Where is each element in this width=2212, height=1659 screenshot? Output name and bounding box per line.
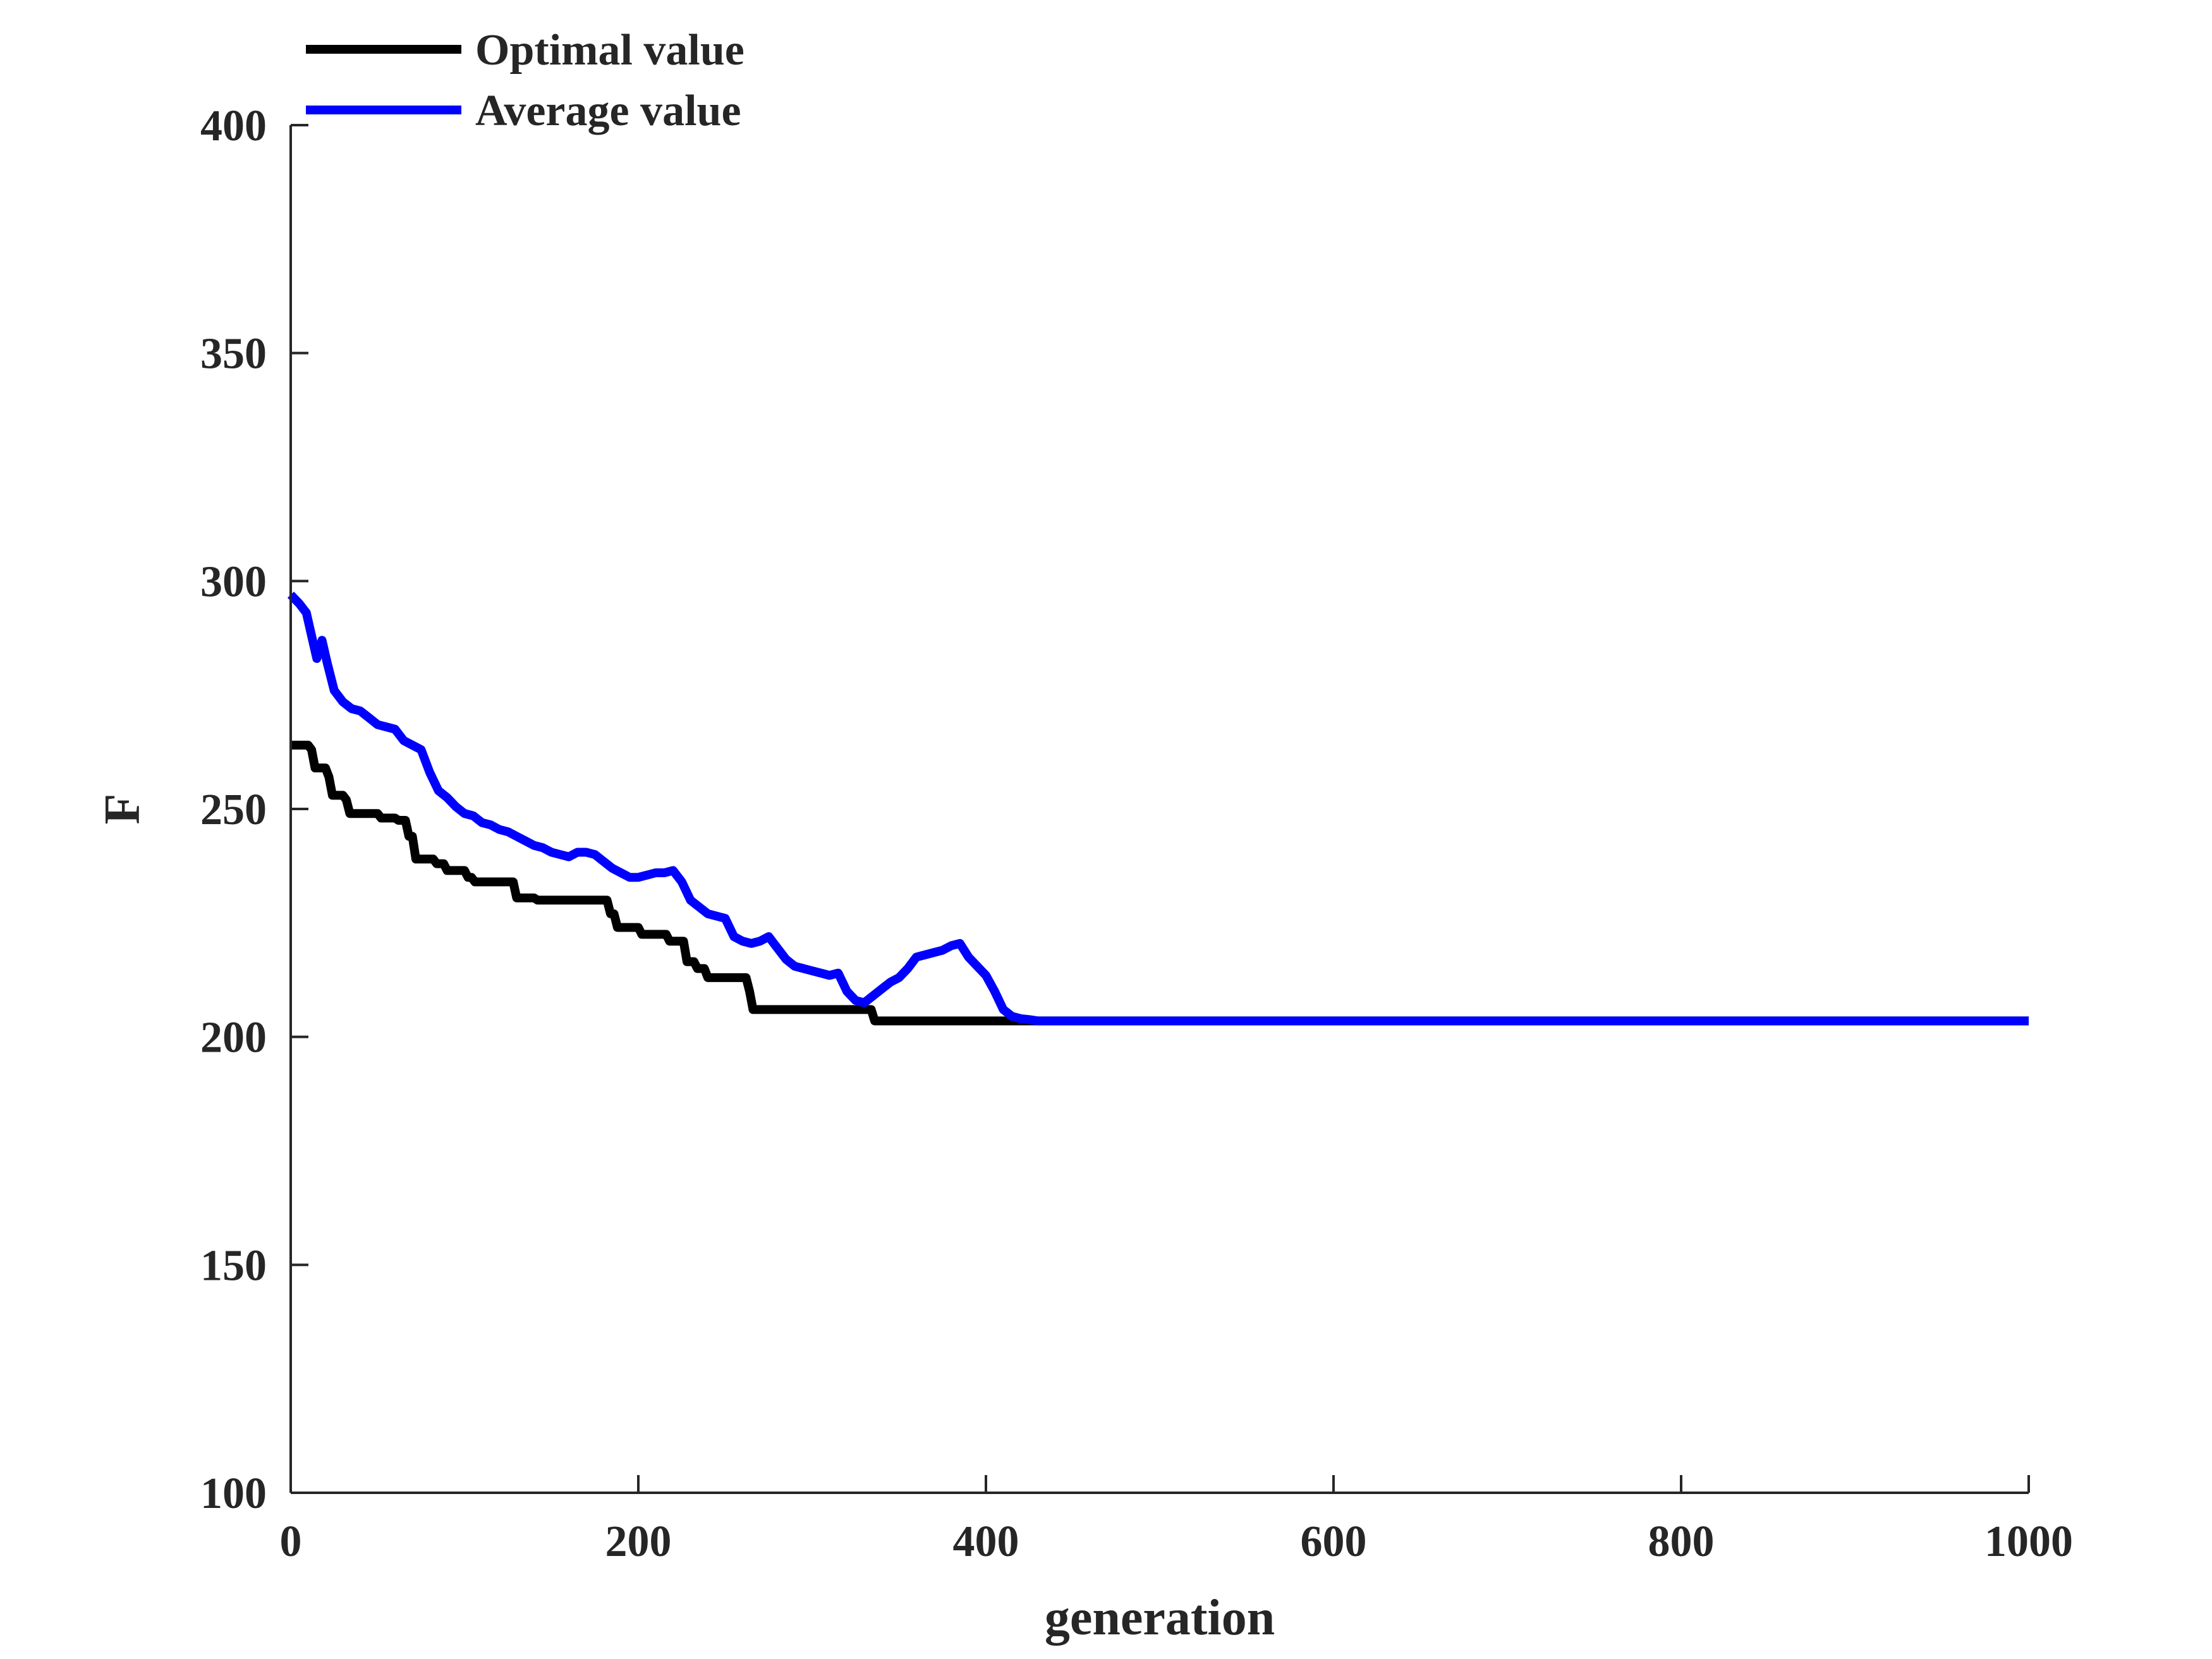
axes: 0 200 400 600 800 1000 100 150 200 250 300 350 400 [200,102,2073,1566]
legend-label-average: Average value [475,87,741,135]
y-axis-label: F [95,794,150,825]
y-tick-label: 100 [200,1469,267,1518]
x-tick-label: 200 [605,1517,672,1566]
legend: Optimal value Average value [306,26,744,135]
y-tick-label: 300 [200,557,267,606]
x-tick-label: 1000 [1984,1517,2073,1566]
x-tick-label: 0 [280,1517,302,1566]
x-tick-label: 800 [1648,1517,1715,1566]
y-tick-label: 350 [200,330,267,379]
series-line-optimal [291,741,2029,1026]
x-tick-label: 400 [953,1517,1019,1566]
y-tick-label: 400 [200,102,267,150]
y-tick-label: 150 [200,1241,267,1290]
x-axis-label: generation [1045,1590,1275,1646]
series-layer [287,592,2029,1026]
y-tick-label: 250 [200,786,267,834]
legend-label-optimal: Optimal value [475,26,744,75]
x-tick-label: 600 [1301,1517,1367,1566]
series-line-average [287,592,2029,1026]
x-ticks: 0 200 400 600 800 1000 [280,1475,2073,1566]
y-tick-label: 200 [200,1014,267,1062]
y-ticks: 100 150 200 250 300 350 400 [200,102,308,1518]
